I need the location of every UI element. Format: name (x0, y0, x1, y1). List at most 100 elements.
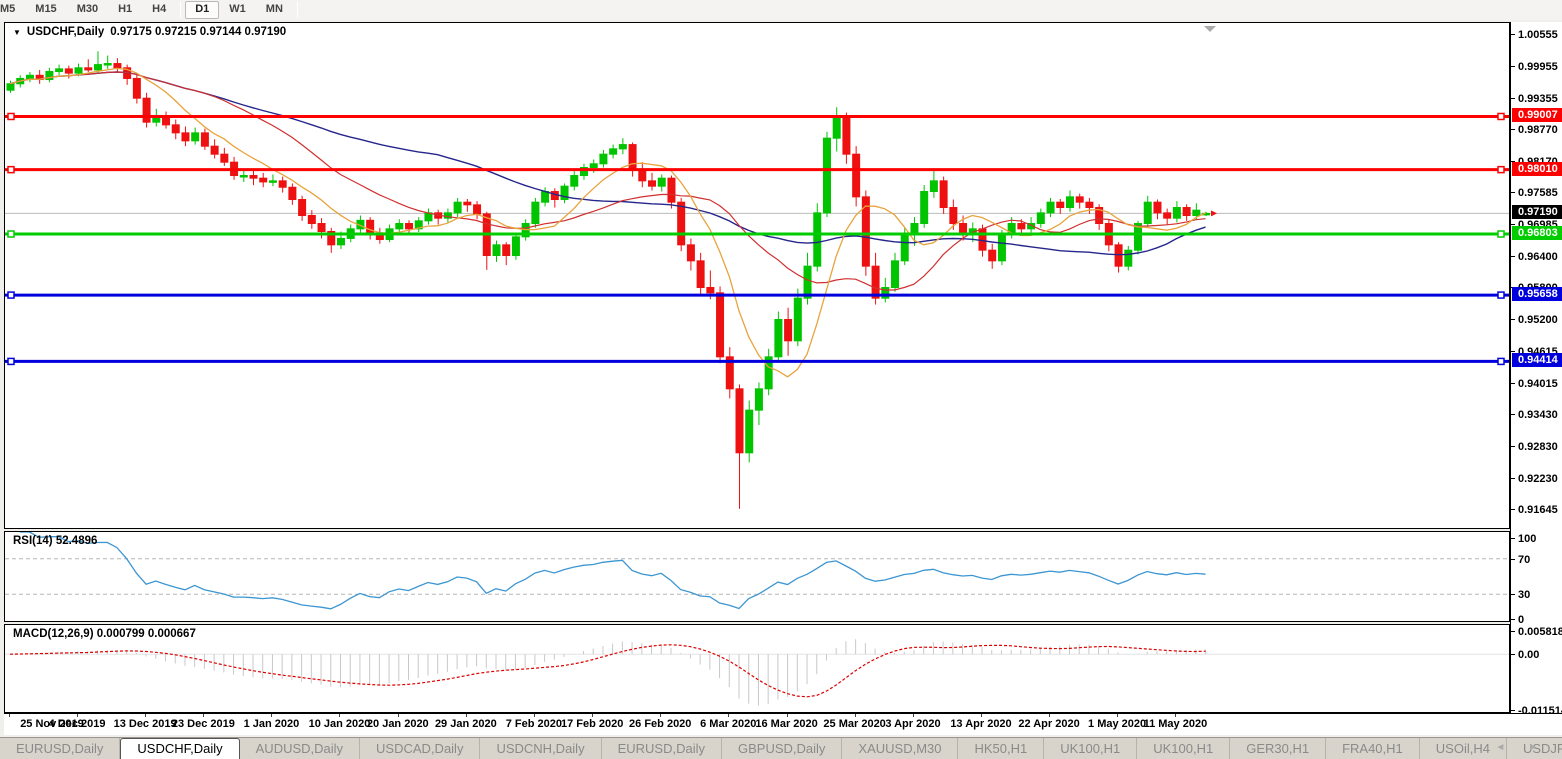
timeframe-button-h4[interactable]: H4 (152, 3, 167, 15)
chart-tab-usdcad-daily[interactable]: USDCAD,Daily (360, 738, 481, 759)
date-tick-mark (660, 714, 662, 717)
chart-shift-marker-icon[interactable] (1204, 26, 1216, 32)
tick-label: 0.98770 (1518, 124, 1558, 137)
date-tick-label: 1 May 2020 (1088, 718, 1147, 730)
chart-tab-eurusd-daily[interactable]: EURUSD,Daily (0, 738, 121, 759)
rsi-axis-tick: 100 (1511, 533, 1562, 545)
tick-mark (1511, 594, 1515, 596)
date-tick-mark (77, 714, 79, 717)
timeframe-button-m5[interactable]: M5 (0, 3, 16, 15)
chart-tab-uk100-h1[interactable]: UK100,H1 (1137, 738, 1231, 759)
tick-label: 0.00 (1518, 649, 1540, 662)
date-tick-label: 29 Jan 2020 (434, 718, 497, 730)
rsi-axis-tick: 0 (1511, 614, 1562, 626)
timeframe-button-w1[interactable]: W1 (229, 3, 246, 15)
timeframe-button-h1[interactable]: H1 (118, 3, 133, 15)
price-axis-tick: 0.92230 (1511, 473, 1562, 485)
collapse-indicator-icon[interactable]: ▼ (13, 27, 21, 37)
chart-tab-usdcnh-daily[interactable]: USDCNH,Daily (480, 738, 602, 759)
chart-tab-audusd-daily[interactable]: AUDUSD,Daily (240, 738, 361, 759)
tick-label: 0.92830 (1518, 440, 1558, 453)
tick-label: 1.00555 (1518, 28, 1558, 41)
date-tick-label: 7 Feb 2020 (505, 718, 562, 730)
tick-label: 0.94015 (1518, 377, 1558, 390)
date-tick-mark (854, 714, 856, 717)
chart-tab-eurusd-daily[interactable]: EURUSD,Daily (602, 738, 722, 759)
main-chart-panel[interactable]: ▼ USDCHF,Daily 0.97175 0.97215 0.97144 0… (4, 22, 1510, 529)
date-tick-mark (397, 714, 399, 717)
timeframe-button-m15[interactable]: M15 (35, 3, 57, 15)
date-tick-mark (533, 714, 535, 717)
hline-handle[interactable] (1497, 357, 1505, 366)
hline-handle[interactable] (1497, 230, 1505, 238)
macd-indicator-panel[interactable]: MACD(12,26,9) 0.000799 0.000667 (4, 624, 1510, 713)
chart-title: ▼ USDCHF,Daily 0.97175 0.97215 0.97144 0… (13, 26, 286, 38)
price-axis-tick: 0.98770 (1511, 124, 1562, 136)
hline-handle[interactable] (7, 165, 15, 174)
date-tick-label: 26 Feb 2020 (629, 718, 692, 730)
date-tick-label: 10 Jan 2020 (308, 718, 371, 730)
chart-tab-ger30-h1[interactable]: GER30,H1 (1230, 738, 1327, 759)
hline-handle[interactable] (7, 291, 15, 299)
chart-tab-usdjpy-h1[interactable]: USDJPY,H1 (1507, 738, 1562, 759)
tick-mark (1511, 710, 1515, 711)
tick-mark (1511, 192, 1515, 194)
date-tick-label: 13 Dec 2019 (113, 718, 177, 730)
hline-handle[interactable] (1497, 112, 1505, 121)
hline-handle[interactable] (1497, 291, 1505, 299)
last-price-arrow-icon (1211, 210, 1217, 217)
tick-mark (1511, 538, 1515, 539)
chart-tab-uk100-h1[interactable]: UK100,H1 (1044, 738, 1138, 759)
price-axis-tick: 0.96400 (1511, 251, 1562, 263)
tick-label: 30 (1518, 589, 1531, 602)
chart-tab-hk50-h1[interactable]: HK50,H1 (958, 738, 1045, 759)
tab-scroll-left-icon[interactable]: ◄ (1495, 742, 1516, 753)
chart-tab-gbpusd-daily[interactable]: GBPUSD,Daily (722, 738, 843, 759)
date-tick-mark (786, 714, 788, 717)
chart-tab-usdchf-daily[interactable]: USDCHF,Daily (120, 738, 240, 759)
chart-tab-fra40-h1[interactable]: FRA40,H1 (1326, 738, 1420, 759)
hline-handle[interactable] (7, 112, 15, 121)
price-axis-tick: 0.94015 (1511, 378, 1562, 390)
tick-mark (1511, 509, 1515, 511)
tick-label: 0.95200 (1518, 314, 1558, 327)
date-tick-mark (271, 714, 273, 717)
rsi-chart (5, 532, 1509, 610)
macd-chart (5, 639, 1509, 706)
price-axis-tick: 0.92830 (1511, 441, 1562, 453)
tick-label: 0.91645 (1518, 504, 1558, 517)
hline-handle[interactable] (1497, 165, 1505, 174)
timeframe-button-mn[interactable]: MN (265, 3, 283, 15)
chart-tab-usoil-h4[interactable]: USOil,H4 (1420, 738, 1507, 759)
chart-workspace: ▼ USDCHF,Daily 0.97175 0.97215 0.97144 0… (0, 20, 1562, 737)
rsi-indicator-panel[interactable]: RSI(14) 52.4896 (4, 531, 1510, 622)
date-tick-mark (981, 714, 982, 717)
date-tick-mark (9, 714, 10, 717)
price-axis-tick: 0.97585 (1511, 187, 1562, 199)
date-tick-mark (728, 714, 730, 717)
date-tick-label: 17 Feb 2020 (561, 718, 624, 730)
chart-ohlc-values: 0.97175 0.97215 0.97144 0.97190 (110, 26, 287, 38)
tab-scroll-arrows: ◄ ► (1495, 742, 1548, 753)
macd-signal-line (9, 644, 1206, 698)
tick-mark (1511, 558, 1515, 560)
price-axis-tick: 0.91645 (1511, 504, 1562, 516)
date-axis[interactable]: 25 Nov 2019 4 Dec 2019 13 Dec 2019 23 Dec 2… (4, 713, 1562, 735)
current-price-badge: 0.97190 (1512, 205, 1562, 220)
price-axis[interactable]: 1.005550.999550.993550.987700.981700.975… (1510, 22, 1562, 735)
hline-handle[interactable] (7, 230, 15, 238)
price-line-badge: 0.98010 (1512, 161, 1562, 176)
rsi-axis-tick: 30 (1511, 589, 1562, 601)
ma-fast-line (9, 67, 1206, 378)
date-tick-mark (145, 714, 147, 717)
rsi-axis-tick: 70 (1511, 554, 1562, 566)
tick-label: 0.97585 (1518, 187, 1558, 200)
timeframe-button-m30[interactable]: M30 (76, 3, 99, 15)
macd-axis-tick: 0.00 (1511, 649, 1562, 661)
timeframe-button-d1[interactable]: D1 (185, 1, 220, 19)
candlestick-chart[interactable] (5, 23, 1509, 528)
hline-handle[interactable] (7, 357, 15, 366)
tab-scroll-right-icon[interactable]: ► (1528, 742, 1548, 753)
chart-tab-xauusd-m30[interactable]: XAUUSD,M30 (842, 738, 959, 759)
date-tick-mark (339, 714, 341, 717)
